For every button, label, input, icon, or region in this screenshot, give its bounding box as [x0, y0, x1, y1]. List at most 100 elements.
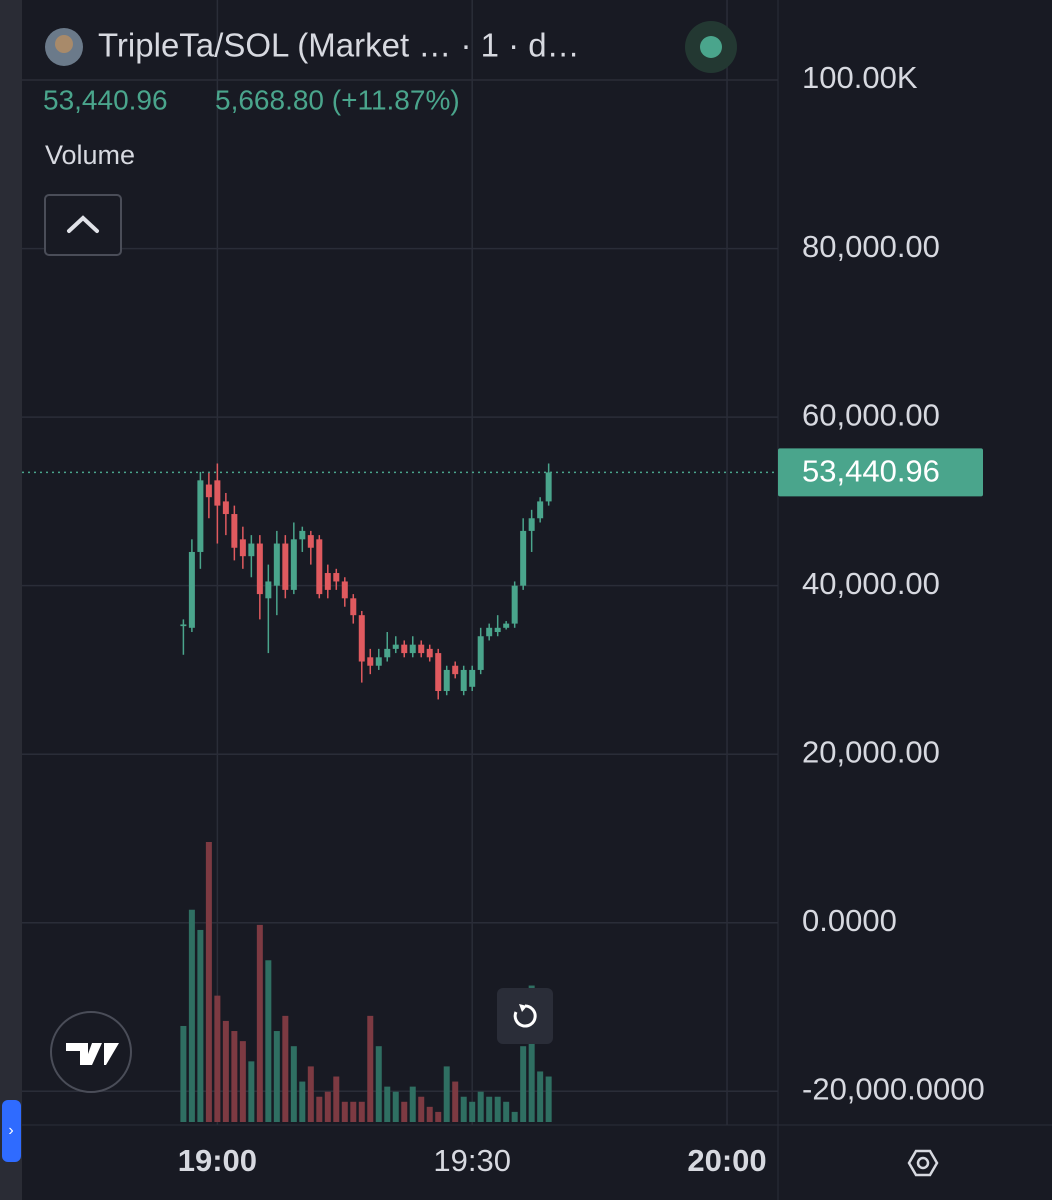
volume-bar	[452, 1081, 459, 1122]
volume-bar	[520, 1046, 527, 1122]
settings-icon	[916, 1156, 930, 1170]
reset-icon	[519, 1004, 527, 1012]
last-price-badge	[778, 448, 983, 497]
volume-bar	[409, 1086, 416, 1122]
candle-body	[222, 501, 229, 515]
volume-bar	[248, 1061, 255, 1122]
volume-bar	[358, 1101, 365, 1122]
side-tab[interactable]	[2, 1100, 21, 1162]
logo	[66, 1043, 119, 1065]
volume-bar	[299, 1081, 306, 1122]
candle-body	[545, 472, 552, 502]
volume-bar	[324, 1091, 331, 1122]
y-tick-label: 20,000.00	[802, 734, 940, 769]
candle-body	[426, 648, 433, 658]
candle-body	[299, 530, 306, 540]
candle-body	[528, 518, 535, 531]
volume-bar	[231, 1031, 238, 1122]
symbol-title: TripleTa/SOL (Market … · 1 · d…	[98, 27, 580, 64]
candle-body	[188, 551, 195, 628]
candle-body	[520, 530, 527, 586]
volume-bar	[384, 1086, 391, 1122]
y-tick-label: 100.00K	[802, 60, 918, 95]
candle-body	[443, 669, 450, 692]
volume-bar	[426, 1106, 433, 1122]
side-tab-icon: ›	[8, 1122, 13, 1139]
candle-body	[333, 573, 340, 582]
price-change: 5,668.80 (+11.87%)	[215, 84, 460, 115]
candle-body	[460, 669, 467, 692]
candle-body	[197, 480, 204, 552]
candle-body	[324, 573, 331, 590]
candle-body	[248, 543, 255, 557]
volume-bar	[256, 924, 263, 1122]
last-price-label: 53,440.96	[802, 454, 940, 489]
candle-body	[392, 644, 399, 649]
x-tick-label: 19:00	[178, 1143, 257, 1178]
volume-bar	[180, 1025, 187, 1122]
volume-bar	[511, 1111, 518, 1122]
marks	[22, 463, 778, 1122]
volume-bar	[214, 995, 221, 1122]
side-strip	[0, 0, 22, 1200]
candle-body	[256, 543, 263, 595]
volume-bar	[528, 985, 535, 1122]
volume-bar	[418, 1096, 425, 1122]
volume-bar	[341, 1101, 348, 1122]
volume-bar	[486, 1096, 493, 1122]
candle-body	[282, 543, 289, 590]
volume-bar	[265, 960, 272, 1122]
candle-body	[494, 627, 501, 633]
volume-bar	[494, 1096, 501, 1122]
candle-body	[486, 627, 493, 637]
volume-bar	[316, 1096, 323, 1122]
collapse-button[interactable]	[44, 194, 122, 256]
volume-bar	[333, 1076, 340, 1122]
candle-body	[231, 514, 238, 548]
status-dot	[700, 36, 722, 58]
candle-body	[384, 648, 391, 658]
volume-bar	[307, 1066, 314, 1122]
volume-bar	[477, 1091, 484, 1122]
candle-body	[375, 657, 382, 666]
settings-icon[interactable]	[907, 1149, 939, 1177]
y-tick-label: 80,000.00	[802, 229, 940, 264]
volume-bar	[401, 1101, 408, 1122]
x-tick-label: 20:00	[687, 1143, 766, 1178]
y-tick-label: 40,000.00	[802, 566, 940, 601]
candle-body	[341, 581, 348, 599]
candle-body	[401, 644, 408, 654]
last-price: 53,440.96	[43, 84, 168, 115]
reset-button[interactable]	[497, 988, 553, 1044]
candle-body	[273, 543, 280, 586]
symbol-avatar	[55, 35, 73, 53]
candle-body	[477, 636, 484, 670]
x-tick-label: 19:30	[433, 1143, 511, 1178]
volume-bar	[367, 1015, 374, 1122]
volume-bar	[392, 1091, 399, 1122]
candle-body	[265, 581, 272, 599]
volume-bar	[460, 1096, 467, 1122]
volume-bar	[290, 1046, 297, 1122]
volume-bar	[545, 1076, 552, 1122]
indicator-label: Volume	[45, 140, 135, 170]
volume-bar	[197, 929, 204, 1122]
candle-body	[503, 623, 510, 628]
candle-body	[418, 644, 425, 654]
candle-body	[180, 624, 187, 627]
candle-body	[239, 539, 246, 557]
volume-bar	[188, 909, 195, 1122]
volume-bar	[350, 1101, 357, 1122]
grid	[22, 0, 778, 1125]
volume-bar	[222, 1020, 229, 1122]
volume-bar	[205, 842, 212, 1122]
reset-icon	[513, 1004, 537, 1028]
volume-bar	[273, 1031, 280, 1122]
candle-body	[290, 539, 297, 590]
candle-body	[350, 598, 357, 616]
y-tick-label: 60,000.00	[802, 397, 940, 432]
candle-body	[511, 585, 518, 624]
candle-body	[205, 484, 212, 498]
